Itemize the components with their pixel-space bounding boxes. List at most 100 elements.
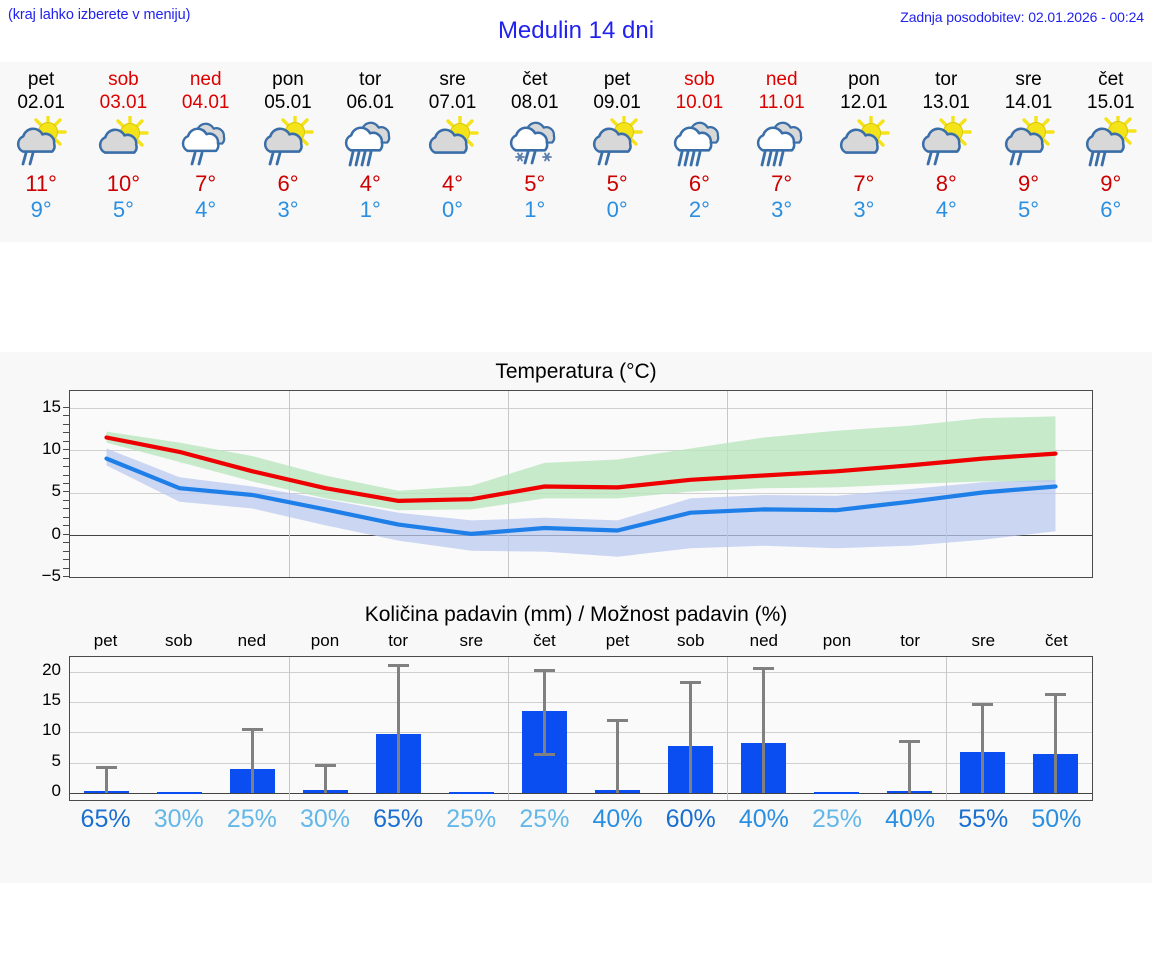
- y-axis-minor-tick: [63, 542, 69, 544]
- gridline-h: [70, 732, 1092, 734]
- weather-icon-wrap: [658, 115, 740, 171]
- y-axis-tick-label: 0: [51, 523, 61, 543]
- gridline-v: [946, 391, 947, 577]
- day-column-04.01[interactable]: ned 04.01 7° 4°: [165, 62, 247, 242]
- y-axis-tick-label: 5: [51, 750, 61, 770]
- day-min-temp: 3°: [853, 197, 875, 222]
- day-name: ned: [765, 69, 798, 90]
- precipitation-day-label: sob: [165, 631, 193, 650]
- temperature-chart-title: Temperatura (°C): [495, 360, 657, 383]
- day-min-temp: 3°: [771, 197, 793, 222]
- day-name: tor: [359, 69, 382, 90]
- temperature-line: [104, 456, 1058, 536]
- day-min-temp: 1°: [359, 197, 381, 222]
- day-column-05.01[interactable]: pon 05.01 6° 3°: [247, 62, 329, 242]
- precipitation-error-cap-top: [1045, 693, 1066, 697]
- precipitation-day-label: tor: [388, 631, 409, 650]
- day-date: 09.01: [593, 92, 641, 113]
- precipitation-bar[interactable]: [156, 791, 203, 794]
- day-min-temp: 0°: [606, 197, 628, 222]
- day-column-13.01[interactable]: tor 13.01 8° 4°: [905, 62, 987, 242]
- precipitation-day-label: čet: [1045, 631, 1068, 650]
- cloud-rain-snow-icon: [509, 121, 556, 165]
- precipitation-error-cap-top: [607, 719, 628, 723]
- weather-icon-wrap: [494, 115, 576, 171]
- precipitation-error-bar: [689, 680, 692, 793]
- temperature-plot-area: [69, 390, 1093, 578]
- day-column-11.01[interactable]: ned 11.01 7° 3°: [741, 62, 823, 242]
- day-max-temp: 7°: [853, 171, 875, 196]
- precipitation-day-label: ned: [237, 631, 267, 650]
- day-column-12.01[interactable]: pon 12.01 7° 3°: [823, 62, 905, 242]
- sun-cloud-rain-icon: [17, 116, 67, 166]
- weather-icon-wrap: [247, 115, 329, 171]
- precipitation-day-label: ned: [749, 631, 779, 650]
- weather-icon-wrap: [411, 115, 493, 171]
- gridline-h: [70, 792, 1092, 794]
- cloud-heavy-rain-icon: [756, 121, 802, 167]
- precipitation-error-cap-top: [680, 680, 701, 684]
- precipitation-probability: 30%: [299, 805, 351, 833]
- day-max-temp: 9°: [1017, 171, 1040, 196]
- day-min-temp: 6°: [1100, 197, 1122, 222]
- y-axis-minor-tick: [63, 516, 69, 518]
- precipitation-probability: 65%: [373, 805, 424, 833]
- precipitation-error-cap-top: [315, 763, 336, 767]
- day-column-07.01[interactable]: sre 07.01 4° 0°: [411, 62, 493, 242]
- temperature-band: [106, 448, 1056, 557]
- y-axis-tick-label: 10: [42, 439, 61, 459]
- y-axis-minor-tick: [63, 508, 69, 510]
- day-name: pet: [27, 69, 55, 90]
- day-column-14.01[interactable]: sre 14.01 9° 5°: [987, 62, 1069, 242]
- day-column-06.01[interactable]: tor 06.01 4° 1°: [329, 62, 411, 242]
- weather-icon-wrap: [165, 115, 247, 171]
- day-max-temp: 10°: [106, 171, 141, 196]
- gridline-h: [70, 762, 1092, 764]
- precipitation-probability: 65%: [80, 805, 131, 833]
- precipitation-error-bar: [616, 719, 619, 793]
- y-axis-minor-tick: [63, 474, 69, 476]
- precipitation-error-cap-top: [96, 766, 117, 770]
- day-min-temp: 4°: [195, 197, 217, 222]
- day-column-02.01[interactable]: pet 02.01 11° 9°: [0, 62, 82, 242]
- weather-icon-wrap: [823, 115, 905, 171]
- day-date: 10.01: [675, 92, 724, 113]
- day-column-08.01[interactable]: čet 08.01 5° 1°: [494, 62, 576, 242]
- day-min-temp: 2°: [688, 197, 710, 222]
- day-column-15.01[interactable]: čet 15.01 9° 6°: [1070, 62, 1152, 242]
- y-axis-tick-label: 20: [42, 660, 61, 680]
- weather-icon-wrap: [1070, 115, 1152, 171]
- day-name: pet: [603, 69, 631, 90]
- temperature-band: [106, 416, 1056, 511]
- day-column-03.01[interactable]: sob 03.01 10° 5°: [82, 62, 164, 242]
- precipitation-bar[interactable]: [813, 791, 860, 794]
- cloud-rain-icon: [181, 122, 225, 166]
- y-axis-minor-tick: [63, 576, 69, 577]
- day-date: 06.01: [346, 92, 395, 113]
- day-name: sob: [684, 69, 715, 90]
- precipitation-probability: 25%: [226, 805, 277, 833]
- precipitation-error-bar: [543, 669, 546, 753]
- cloud-heavy-rain-icon: [345, 121, 391, 167]
- sun-cloud-heavy-rain-icon: [1085, 116, 1137, 167]
- y-axis-minor-tick: [63, 525, 69, 527]
- y-axis-minor-tick: [63, 415, 69, 417]
- precipitation-day-labels: pet sob ned pon tor sre čet pet sob ned pon tor sre č…: [69, 631, 1093, 651]
- day-name: pon: [272, 69, 304, 90]
- day-name: sre: [1015, 69, 1042, 90]
- y-axis-tick-label: 15: [42, 690, 61, 710]
- precipitation-error-cap-bottom: [534, 752, 555, 756]
- day-column-09.01[interactable]: pet 09.01 5° 0°: [576, 62, 658, 242]
- y-axis-minor-tick: [63, 559, 69, 561]
- precipitation-day-label: pon: [822, 631, 852, 650]
- day-min-temp: 4°: [935, 197, 957, 222]
- day-column-10.01[interactable]: sob 10.01 6° 2°: [658, 62, 740, 242]
- precipitation-bar[interactable]: [448, 791, 495, 794]
- y-axis-tick-label: 5: [51, 481, 61, 501]
- precipitation-chart-section: Količina padavin (mm) / Možnost padavin …: [0, 597, 1152, 907]
- y-axis-minor-tick: [63, 483, 69, 484]
- precipitation-error-cap-top: [972, 702, 993, 706]
- precipitation-probability: 40%: [592, 805, 643, 833]
- y-axis-minor-tick: [63, 423, 69, 425]
